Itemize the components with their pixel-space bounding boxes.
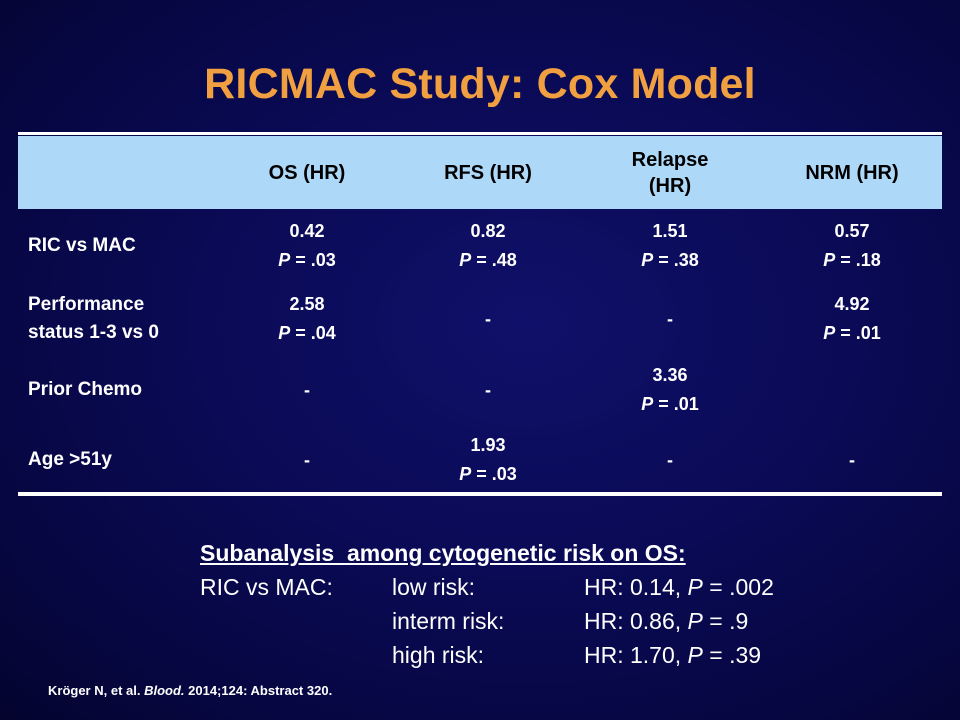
table-cell: 2.58 P = .04: [218, 289, 396, 349]
p-value: P = .03: [278, 250, 336, 270]
hr-value: 0.82: [470, 221, 506, 241]
table-cell: 3.36 P = .01: [580, 361, 760, 419]
p-value: P = .03: [459, 464, 517, 484]
table-cell: 0.82 P = .48: [398, 217, 578, 275]
hr-value: 2.58: [289, 294, 325, 314]
hr-value: 0.42: [289, 221, 325, 241]
table-cell: 0.57 P = .18: [762, 217, 942, 275]
table-cell: 0.42 P = .03: [218, 217, 396, 275]
p-value: P = .48: [459, 250, 517, 270]
column-header-relapse: Relapse (HR): [580, 136, 760, 209]
table-cell-dash: -: [485, 379, 491, 400]
hr-value: 4.92: [834, 294, 870, 314]
table-cell-dash: -: [485, 308, 491, 329]
row-label-line: status 1-3 vs 0: [28, 322, 159, 343]
p-value: P = .04: [278, 323, 336, 343]
subanalysis-block: Subanalysis among cytogenetic risk on OS…: [200, 536, 774, 672]
column-header-os: OS (HR): [268, 161, 346, 184]
table-header-band: [18, 136, 942, 209]
subanalysis-heading: Subanalysis among cytogenetic risk on OS…: [200, 540, 686, 566]
row-label-age: Age >51y: [28, 449, 112, 470]
column-header-rfs: RFS (HR): [444, 161, 532, 184]
table-cell: 4.92 P = .01: [762, 289, 942, 349]
hr-value: 0.57: [834, 221, 870, 241]
table-cell-dash: -: [849, 449, 855, 470]
column-header-nrm: NRM (HR): [805, 161, 899, 184]
table-cell-dash: -: [304, 379, 310, 400]
table-cell-dash: -: [667, 449, 673, 470]
table-cell-dash: -: [667, 308, 673, 329]
p-value: P = .01: [641, 394, 699, 414]
table-cell: 1.93 P = .03: [398, 431, 578, 489]
subanalysis-risk-label: high risk:: [392, 642, 485, 668]
column-header-relapse-line1: Relapse: [631, 148, 709, 171]
column-header-relapse-line2: (HR): [648, 174, 692, 197]
hr-value: 3.36: [652, 365, 688, 385]
subanalysis-risk-label: interm risk:: [392, 608, 505, 634]
subanalysis-result: HR: 0.14, P = .002: [584, 574, 774, 600]
row-label-prior-chemo: Prior Chemo: [28, 379, 143, 400]
subanalysis-result: HR: 0.86, P = .9: [584, 608, 749, 634]
p-value: P = .01: [823, 323, 881, 343]
row-label-ric-vs-mac: RIC vs MAC: [28, 235, 136, 256]
subanalysis-row: high risk: HR: 1.70, P = .39: [200, 638, 761, 672]
p-value: P = .18: [823, 250, 881, 270]
row-label-line: Performance: [28, 294, 145, 315]
slide-title: RICMAC Study: Cox Model: [204, 60, 756, 108]
p-value: P = .38: [641, 250, 699, 270]
table-cell: 1.51 P = .38: [580, 217, 760, 275]
row-label-performance-status: Performance status 1-3 vs 0: [28, 289, 159, 349]
subanalysis-comparison: RIC vs MAC:: [200, 574, 333, 600]
table-bottom-rule: [18, 492, 942, 496]
table-top-rule: [18, 132, 942, 135]
hr-value: 1.51: [652, 221, 688, 241]
subanalysis-row: RIC vs MAC: low risk: HR: 0.14, P = .002: [200, 570, 774, 604]
hr-value: 1.93: [470, 435, 506, 455]
subanalysis-risk-label: low risk:: [392, 574, 476, 600]
subanalysis-row: interm risk: HR: 0.86, P = .9: [200, 604, 748, 638]
table-cell-dash: -: [304, 449, 310, 470]
subanalysis-result: HR: 1.70, P = .39: [584, 642, 762, 668]
citation: Kröger N, et al. Blood. 2014;124: Abstra…: [48, 683, 333, 698]
